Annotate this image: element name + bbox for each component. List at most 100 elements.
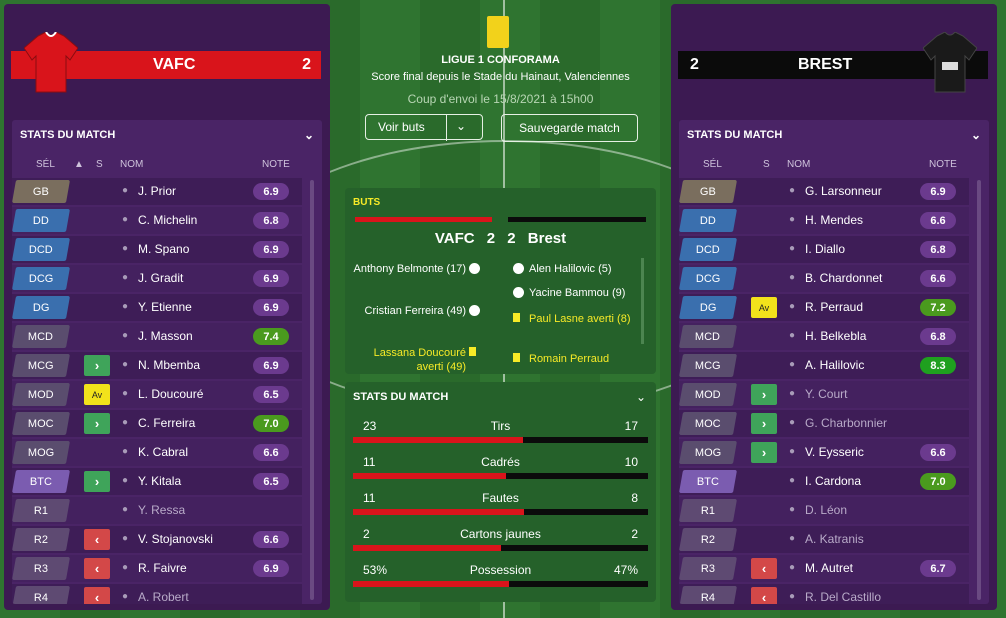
player-row[interactable]: MOD › ● Y. Court xyxy=(679,381,969,408)
position-badge[interactable]: DCG xyxy=(12,267,71,290)
position-badge[interactable]: DCD xyxy=(679,238,738,261)
player-name[interactable]: J. Prior xyxy=(138,184,177,198)
sub-out-icon[interactable]: ‹ xyxy=(84,558,110,579)
player-name[interactable]: A. Katranis xyxy=(805,532,864,546)
player-row[interactable]: BTC ● I. Cardona 7.0 xyxy=(679,468,969,495)
position-badge[interactable]: DCG xyxy=(679,267,738,290)
sub-out-icon[interactable]: ‹ xyxy=(84,587,110,604)
col-sel[interactable]: SÉL xyxy=(36,159,55,170)
col-note[interactable]: NOTE xyxy=(262,159,290,170)
player-row[interactable]: DG Av ● R. Perraud 7.2 xyxy=(679,294,969,321)
player-name[interactable]: J. Masson xyxy=(138,329,193,343)
position-badge[interactable]: MCD xyxy=(679,325,738,348)
player-name[interactable]: N. Mbemba xyxy=(138,358,201,372)
player-name[interactable]: D. Léon xyxy=(805,503,848,517)
player-name[interactable]: I. Diallo xyxy=(805,242,846,256)
position-badge[interactable]: GB xyxy=(12,180,71,203)
player-row[interactable]: R3 ‹ ● M. Autret 6.7 xyxy=(679,555,969,582)
player-name[interactable]: I. Cardona xyxy=(805,474,862,488)
col-s[interactable]: S xyxy=(763,159,770,170)
player-row[interactable]: R3 ‹ ● R. Faivre 6.9 xyxy=(12,555,302,582)
player-name[interactable]: C. Michelin xyxy=(138,213,198,227)
player-row[interactable]: DCG ● J. Gradit 6.9 xyxy=(12,265,302,292)
sub-in-icon[interactable]: › xyxy=(751,384,777,405)
player-name[interactable]: C. Ferreira xyxy=(138,416,196,430)
player-name[interactable]: Y. Kitala xyxy=(138,474,182,488)
sub-in-icon[interactable]: › xyxy=(84,413,110,434)
position-badge[interactable]: DG xyxy=(679,296,738,319)
sub-in-icon[interactable]: › xyxy=(751,413,777,434)
col-sel[interactable]: SÉL xyxy=(703,159,722,170)
player-name[interactable]: R. Faivre xyxy=(138,561,187,575)
player-row[interactable]: DCD ● M. Spano 6.9 xyxy=(12,236,302,263)
sort-arrow-icon[interactable]: ▲ xyxy=(74,159,84,170)
player-row[interactable]: MOC › ● G. Charbonnier xyxy=(679,410,969,437)
save-match-button[interactable]: Sauvegarde match xyxy=(501,114,638,142)
player-row[interactable]: DCD ● I. Diallo 6.8 xyxy=(679,236,969,263)
position-badge[interactable]: R3 xyxy=(12,557,71,580)
player-row[interactable]: DCG ● B. Chardonnet 6.6 xyxy=(679,265,969,292)
col-note[interactable]: NOTE xyxy=(929,159,957,170)
player-name[interactable]: G. Larsonneur xyxy=(805,184,882,198)
col-nom[interactable]: NOM xyxy=(120,159,144,170)
position-badge[interactable]: R1 xyxy=(679,499,738,522)
player-row[interactable]: MCD ● J. Masson 7.4 xyxy=(12,323,302,350)
home-stats-header[interactable]: STATS DU MATCH ⌄ xyxy=(12,120,322,150)
sub-in-icon[interactable]: › xyxy=(751,442,777,463)
player-row[interactable]: GB ● J. Prior 6.9 xyxy=(12,178,302,205)
position-badge[interactable]: MCD xyxy=(12,325,71,348)
player-row[interactable]: BTC › ● Y. Kitala 6.5 xyxy=(12,468,302,495)
away-scrollbar[interactable] xyxy=(977,180,981,600)
player-row[interactable]: DD ● C. Michelin 6.8 xyxy=(12,207,302,234)
position-badge[interactable]: DD xyxy=(679,209,738,232)
player-row[interactable]: MCG › ● N. Mbemba 6.9 xyxy=(12,352,302,379)
position-badge[interactable]: BTC xyxy=(12,470,71,493)
chevron-down-icon[interactable]: ⌄ xyxy=(635,390,646,404)
yellow-card-icon[interactable]: Av xyxy=(84,384,110,405)
away-stats-header[interactable]: STATS DU MATCH ⌄ xyxy=(679,120,989,150)
chevron-down-icon[interactable]: ⌄ xyxy=(456,119,467,133)
position-badge[interactable]: BTC xyxy=(679,470,738,493)
yellow-card-icon[interactable]: Av xyxy=(751,297,777,318)
player-name[interactable]: J. Gradit xyxy=(138,271,184,285)
player-row[interactable]: MOG › ● V. Eysseric 6.6 xyxy=(679,439,969,466)
position-badge[interactable]: MOD xyxy=(679,383,738,406)
player-row[interactable]: DG ● Y. Etienne 6.9 xyxy=(12,294,302,321)
player-row[interactable]: MCG ● A. Halilovic 8.3 xyxy=(679,352,969,379)
player-name[interactable]: V. Stojanovski xyxy=(138,532,213,546)
player-name[interactable]: H. Belkebla xyxy=(805,329,867,343)
position-badge[interactable]: R4 xyxy=(12,586,71,604)
sub-in-icon[interactable]: › xyxy=(84,471,110,492)
position-badge[interactable]: MCG xyxy=(679,354,738,377)
goals-scrollbar[interactable] xyxy=(641,258,644,344)
position-badge[interactable]: R4 xyxy=(679,586,738,604)
position-badge[interactable]: DG xyxy=(12,296,71,319)
position-badge[interactable]: R2 xyxy=(12,528,71,551)
player-row[interactable]: R1 ● D. Léon xyxy=(679,497,969,524)
player-name[interactable]: V. Eysseric xyxy=(805,445,864,459)
player-name[interactable]: L. Doucouré xyxy=(138,387,204,401)
position-badge[interactable]: MOG xyxy=(12,441,71,464)
position-badge[interactable]: R3 xyxy=(679,557,738,580)
position-badge[interactable]: R1 xyxy=(12,499,71,522)
player-name[interactable]: M. Spano xyxy=(138,242,190,256)
player-row[interactable]: MOG ● K. Cabral 6.6 xyxy=(12,439,302,466)
player-name[interactable]: K. Cabral xyxy=(138,445,189,459)
col-s[interactable]: S xyxy=(96,159,103,170)
player-name[interactable]: G. Charbonnier xyxy=(805,416,888,430)
position-badge[interactable]: DD xyxy=(12,209,71,232)
position-badge[interactable]: MOD xyxy=(12,383,71,406)
player-name[interactable]: M. Autret xyxy=(805,561,854,575)
home-scrollbar[interactable] xyxy=(310,180,314,600)
position-badge[interactable]: GB xyxy=(679,180,738,203)
player-name[interactable]: Y. Court xyxy=(805,387,848,401)
chevron-down-icon[interactable]: ⌄ xyxy=(970,128,981,142)
player-name[interactable]: B. Chardonnet xyxy=(805,271,883,285)
player-row[interactable]: DD ● H. Mendes 6.6 xyxy=(679,207,969,234)
sub-out-icon[interactable]: ‹ xyxy=(751,587,777,604)
position-badge[interactable]: MOC xyxy=(679,412,738,435)
player-row[interactable]: R4 ‹ ● R. Del Castillo xyxy=(679,584,969,604)
col-nom[interactable]: NOM xyxy=(787,159,811,170)
position-badge[interactable]: R2 xyxy=(679,528,738,551)
player-name[interactable]: H. Mendes xyxy=(805,213,864,227)
